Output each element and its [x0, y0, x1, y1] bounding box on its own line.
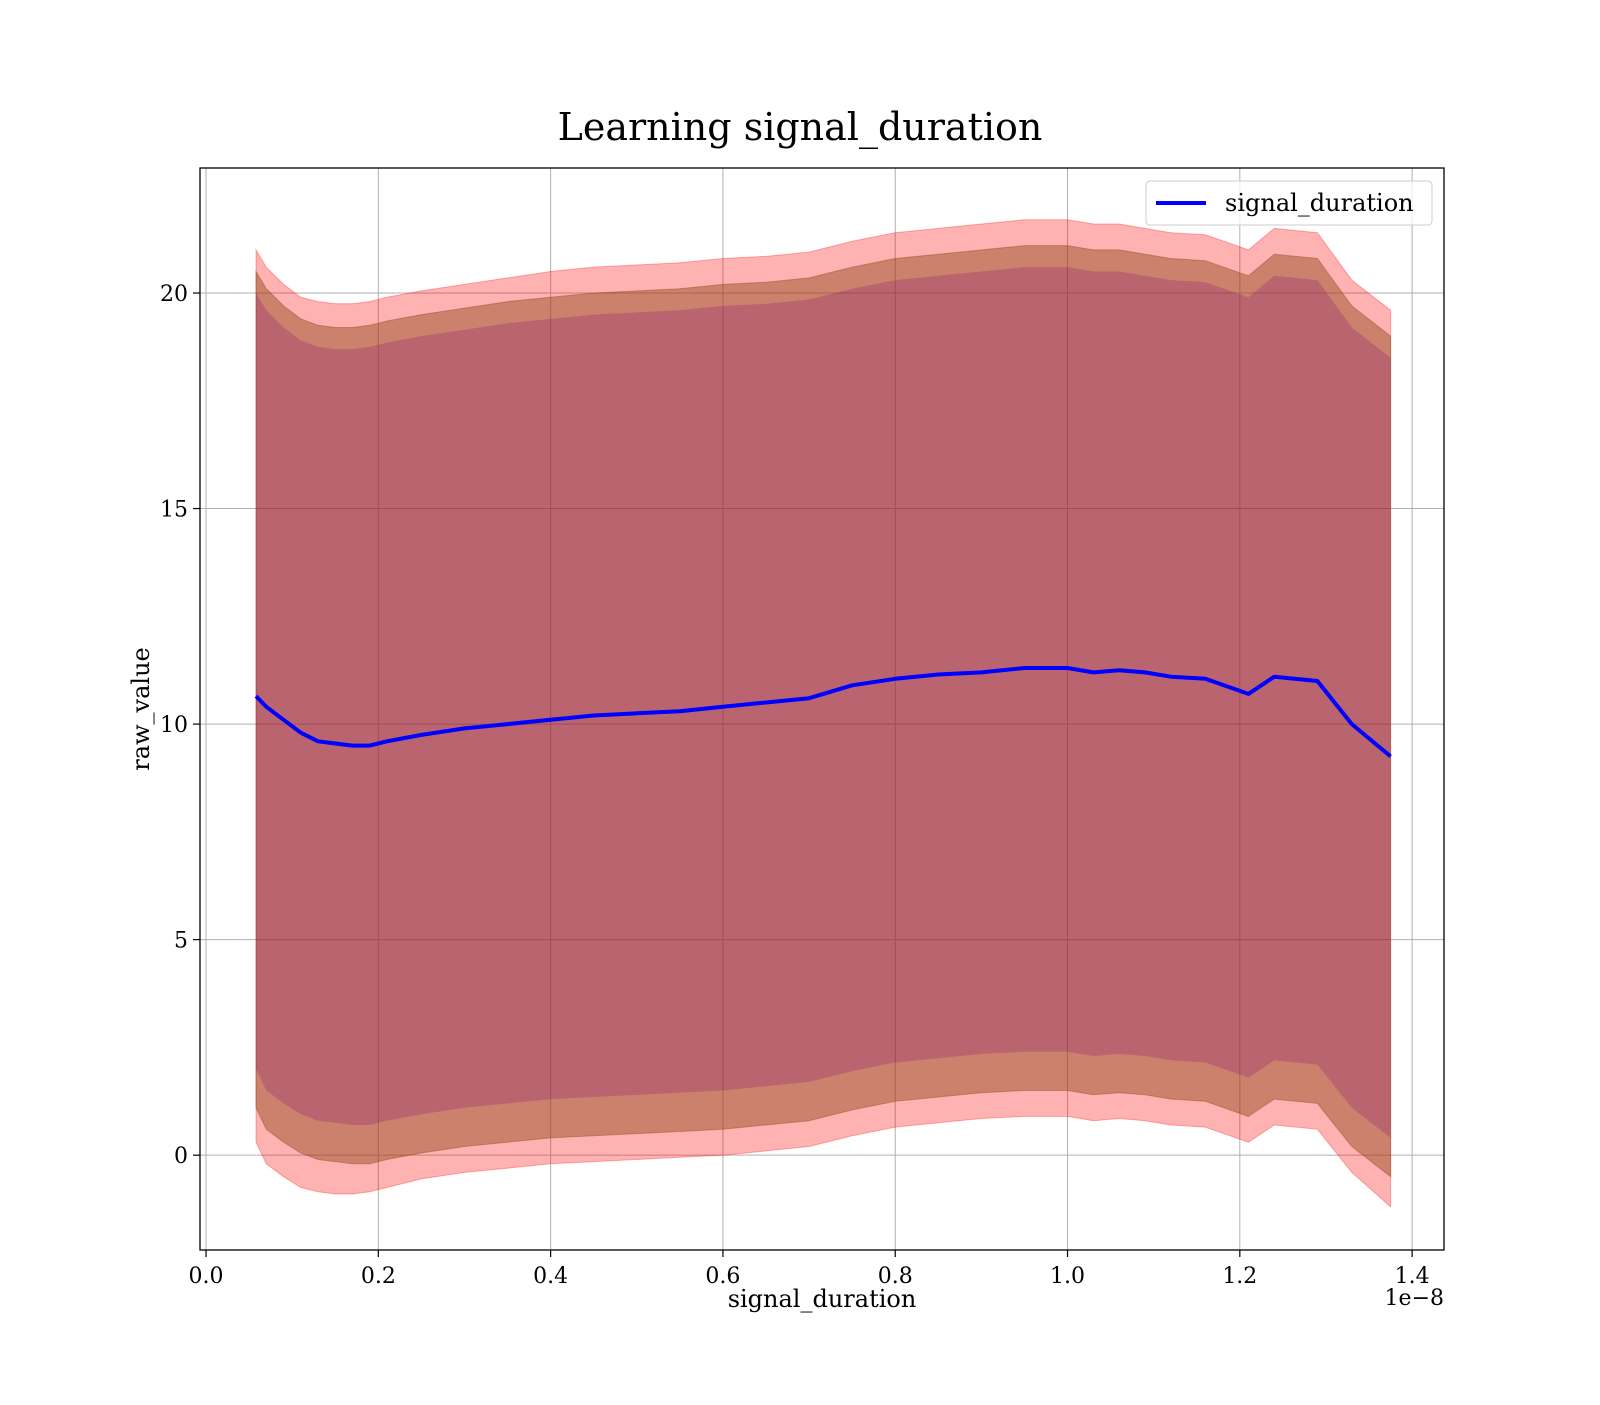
- y-axis-label: raw_value: [127, 647, 155, 771]
- inner-band: [255, 245, 1392, 1178]
- overlap-band: [256, 267, 1391, 1138]
- series-line-signal-duration: [254, 666, 1392, 758]
- x-tick-label: 0.8: [878, 1264, 913, 1289]
- x-tick-label: 0.6: [705, 1264, 740, 1289]
- x-axis-offset-label: 1e−8: [1385, 1286, 1444, 1311]
- legend-box: [1145, 180, 1433, 226]
- y-tick-label: 10: [160, 713, 188, 738]
- x-tick-label: 1.4: [1395, 1264, 1430, 1289]
- legend: signal_duration: [1145, 180, 1433, 226]
- x-tick-label: 0.4: [533, 1264, 568, 1289]
- legend-label: signal_duration: [1225, 189, 1414, 217]
- y-tick-label: 0: [174, 1144, 188, 1169]
- y-tick-label: 15: [160, 498, 188, 523]
- x-tick-label: 0.0: [189, 1264, 224, 1289]
- x-tick-label: 1.2: [1222, 1264, 1257, 1289]
- chart-title: Learning signal_duration: [558, 105, 1043, 150]
- y-tick-label: 5: [174, 929, 188, 954]
- x-tick-label: 0.2: [361, 1264, 396, 1289]
- plot-area: [200, 168, 1444, 1250]
- y-tick-label: 20: [160, 282, 188, 307]
- x-tick-label: 1.0: [1050, 1264, 1085, 1289]
- outer-band: [255, 219, 1392, 1209]
- x-axis-label: signal_duration: [728, 1285, 917, 1313]
- plot-frame: [199, 167, 1445, 1251]
- axis-ticks: 0.0 0.2 0.4 0.6 0.8 1.0 1.2 1.4 0 5 10 15 20: [160, 282, 1430, 1289]
